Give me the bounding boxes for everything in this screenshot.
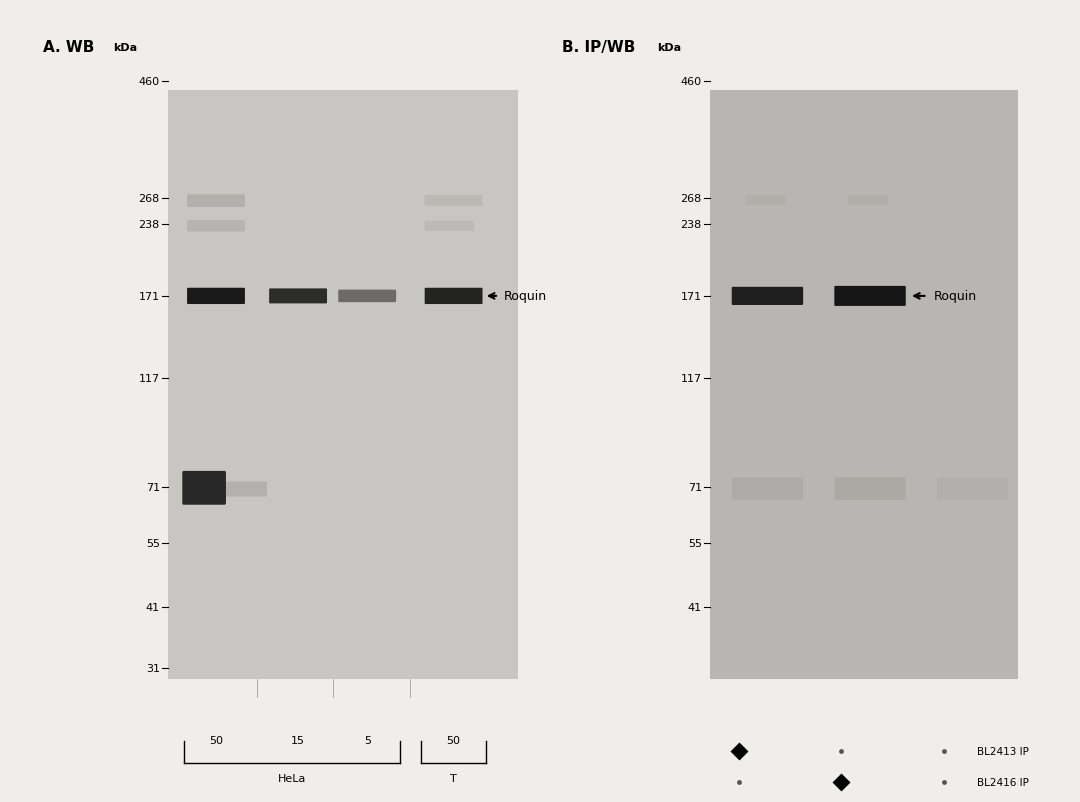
FancyBboxPatch shape xyxy=(424,221,474,232)
Text: 71: 71 xyxy=(688,483,702,492)
Text: 50: 50 xyxy=(447,735,460,745)
FancyBboxPatch shape xyxy=(732,287,804,306)
FancyBboxPatch shape xyxy=(187,221,245,232)
Text: Roquin: Roquin xyxy=(933,290,976,303)
FancyBboxPatch shape xyxy=(226,482,267,497)
Text: 460: 460 xyxy=(138,76,160,87)
Text: B. IP/WB: B. IP/WB xyxy=(562,40,635,55)
Bar xyxy=(710,91,1017,679)
FancyBboxPatch shape xyxy=(937,477,1009,500)
FancyBboxPatch shape xyxy=(424,196,483,206)
Text: 268: 268 xyxy=(138,194,160,204)
FancyBboxPatch shape xyxy=(187,289,245,305)
Text: 50: 50 xyxy=(210,735,222,745)
FancyBboxPatch shape xyxy=(835,477,906,500)
Text: A. WB: A. WB xyxy=(43,40,95,55)
Text: BL2413 IP: BL2413 IP xyxy=(976,746,1028,756)
Text: 238: 238 xyxy=(680,220,702,229)
FancyBboxPatch shape xyxy=(848,196,889,206)
Text: kDa: kDa xyxy=(657,43,681,53)
Text: 5: 5 xyxy=(364,735,370,745)
FancyBboxPatch shape xyxy=(187,195,245,208)
Text: 117: 117 xyxy=(680,374,702,384)
Text: 55: 55 xyxy=(688,538,702,548)
FancyBboxPatch shape xyxy=(183,472,226,505)
Text: 171: 171 xyxy=(138,292,160,302)
Text: HeLa: HeLa xyxy=(278,773,306,783)
FancyBboxPatch shape xyxy=(745,196,786,206)
Text: 71: 71 xyxy=(146,483,160,492)
Text: 117: 117 xyxy=(138,374,160,384)
FancyBboxPatch shape xyxy=(732,477,804,500)
Bar xyxy=(168,91,518,679)
Text: 460: 460 xyxy=(680,76,702,87)
Text: 268: 268 xyxy=(680,194,702,204)
Text: Roquin: Roquin xyxy=(503,290,546,303)
FancyBboxPatch shape xyxy=(338,290,396,303)
FancyBboxPatch shape xyxy=(424,289,483,305)
Text: 31: 31 xyxy=(146,662,160,673)
Text: 41: 41 xyxy=(146,602,160,612)
Text: T: T xyxy=(450,773,457,783)
Text: 171: 171 xyxy=(680,292,702,302)
Text: 238: 238 xyxy=(138,220,160,229)
Text: 41: 41 xyxy=(688,602,702,612)
Text: BL2416 IP: BL2416 IP xyxy=(976,777,1028,788)
FancyBboxPatch shape xyxy=(835,286,906,306)
Text: kDa: kDa xyxy=(113,43,137,53)
Text: 55: 55 xyxy=(146,538,160,548)
FancyBboxPatch shape xyxy=(269,289,327,304)
Text: 15: 15 xyxy=(292,735,305,745)
